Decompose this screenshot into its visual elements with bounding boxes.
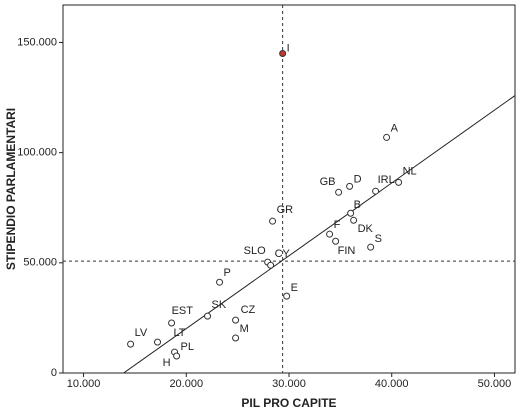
- plot-area: [62, 4, 516, 374]
- point: [154, 338, 162, 346]
- point: [204, 312, 212, 320]
- point: [216, 278, 224, 286]
- point: [395, 178, 403, 186]
- y-axis-title: STIPENDIO PARLAMENTARI: [4, 108, 18, 270]
- point: [335, 188, 343, 196]
- point: [326, 230, 334, 238]
- point-label: SK: [212, 299, 227, 311]
- x-axis-title: PIL PRO CAPITE: [241, 396, 336, 410]
- x-tick-label: 40.000: [375, 378, 409, 390]
- point: [347, 209, 355, 217]
- point-label: F: [334, 219, 341, 231]
- fit-line: [123, 95, 516, 374]
- point-label: CY: [275, 248, 291, 260]
- x-tick-label: 10.000: [67, 378, 101, 390]
- point-label: E: [291, 282, 298, 294]
- x-tick-label: 50.000: [478, 378, 512, 390]
- point: [332, 237, 340, 245]
- point: [168, 319, 176, 327]
- point: [173, 352, 181, 360]
- y-tick-label: 100.000: [17, 147, 57, 159]
- y-tick-label: 150.000: [17, 36, 57, 48]
- point-label: DK: [358, 223, 374, 235]
- point: [383, 133, 391, 141]
- point-label: M: [240, 323, 249, 335]
- point-label: I: [287, 42, 290, 54]
- point-label: SLO: [244, 245, 266, 257]
- point: [279, 49, 287, 57]
- point: [346, 182, 354, 190]
- point-label: H: [163, 357, 171, 369]
- point: [350, 216, 358, 224]
- point-label: CZ: [241, 304, 256, 316]
- point-label: NL: [403, 165, 417, 177]
- point-label: IRL: [378, 174, 395, 186]
- point: [127, 340, 135, 348]
- x-tick-label: 20.000: [169, 378, 203, 390]
- point-label: D: [354, 173, 362, 185]
- y-tick-label: 0: [51, 367, 57, 379]
- point: [283, 292, 291, 300]
- point-label: EST: [172, 305, 194, 317]
- point-label: PL: [181, 341, 194, 353]
- point-label: A: [391, 122, 399, 134]
- point-label: S: [375, 233, 382, 245]
- point: [269, 217, 277, 225]
- point: [267, 261, 275, 269]
- point: [232, 334, 240, 342]
- point-label: GR: [277, 204, 294, 216]
- point-label: P: [224, 267, 231, 279]
- point-label: FIN: [338, 245, 356, 257]
- point-label: B: [354, 199, 361, 211]
- point-label: GB: [320, 176, 336, 188]
- y-tick-label: 50.000: [23, 257, 57, 269]
- x-tick-label: 30.000: [272, 378, 306, 390]
- point-label: LT: [174, 327, 186, 339]
- point: [372, 187, 380, 195]
- point: [367, 243, 375, 251]
- point: [232, 316, 240, 324]
- point-label: LV: [135, 327, 148, 339]
